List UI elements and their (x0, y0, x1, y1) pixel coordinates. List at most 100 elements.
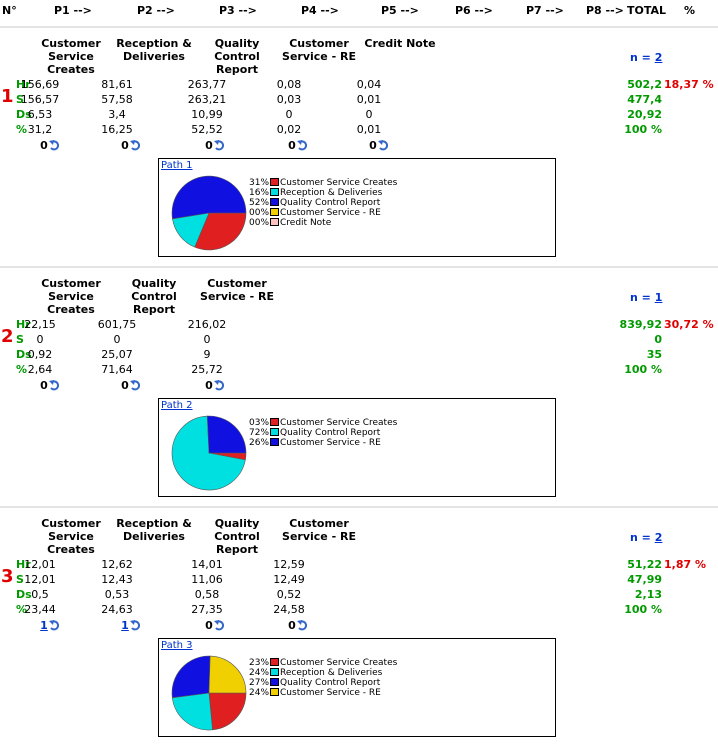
sample-count[interactable]: n = 2 (630, 51, 662, 64)
step-value-pct: 16,25 (101, 123, 133, 136)
step-value-hr: 156,69 (20, 78, 60, 91)
header-step-6: P6 --> (455, 4, 493, 17)
pie-chart-panel: Path 2 03% Customer Service Creates 72% Qual… (158, 398, 556, 497)
legend-swatch (270, 688, 280, 696)
step-value-ds: 0,53 (104, 588, 130, 601)
chart-title-link[interactable]: Path 1 (161, 160, 193, 171)
legend-swatch (270, 668, 280, 676)
legend-percent: 24% (249, 668, 270, 678)
chart-title-link[interactable]: Path 3 (161, 640, 193, 651)
step-return[interactable]: 1 (111, 619, 151, 632)
header-step-1: P1 --> (54, 4, 92, 17)
step-return[interactable]: 0 (30, 379, 70, 392)
step-value-ds: 0,58 (194, 588, 220, 601)
sample-count[interactable]: n = 1 (630, 291, 662, 304)
row-label-hr: Hr (16, 558, 31, 571)
legend-swatch (270, 208, 280, 216)
chart-title-link[interactable]: Path 2 (161, 400, 193, 411)
pie-chart (171, 655, 247, 731)
return-count[interactable]: 1 (121, 619, 129, 632)
step-value-hr: 12,62 (101, 558, 133, 571)
header-percent: % (684, 4, 696, 17)
legend-swatch (270, 178, 280, 186)
legend-item: 27% Quality Control Report (249, 678, 397, 688)
return-count[interactable]: 1 (40, 619, 48, 632)
step-return[interactable]: 0 (278, 619, 318, 632)
legend-percent: 03% (249, 418, 270, 428)
step-value-s: 12,01 (24, 573, 56, 586)
step-value-hr: 601,75 (97, 318, 137, 331)
header-step-2: P2 --> (137, 4, 175, 17)
sample-count-label: n = (630, 51, 655, 64)
legend-swatch (270, 188, 280, 196)
return-count[interactable]: 0 (40, 379, 48, 392)
legend-swatch (270, 428, 280, 436)
return-count[interactable]: 0 (205, 139, 213, 152)
sample-count-label: n = (630, 531, 655, 544)
row-label-pct: % (16, 363, 28, 376)
total-ds: 20,92 (627, 108, 662, 121)
return-count[interactable]: 0 (205, 379, 213, 392)
row-label-ds: Ds (16, 108, 32, 121)
pie-slice (194, 212, 247, 251)
section-divider (0, 26, 718, 28)
step-return[interactable]: 1 (30, 619, 70, 632)
return-count[interactable]: 0 (288, 139, 296, 152)
path-share: 1,87 % (664, 558, 706, 571)
total-hr: 502,2 (627, 78, 662, 91)
step-return[interactable]: 0 (111, 139, 151, 152)
step-value-s: 0 (203, 333, 211, 346)
legend-item: 31% Customer Service Creates (249, 178, 397, 188)
legend-label: Quality Control Report (280, 678, 381, 688)
legend-percent: 16% (249, 188, 270, 198)
header-step-3: P3 --> (219, 4, 257, 17)
legend-label: Quality Control Report (280, 198, 381, 208)
step-return[interactable]: 0 (359, 139, 399, 152)
legend-percent: 27% (249, 678, 270, 688)
legend-item: 24% Reception & Deliveries (249, 668, 397, 678)
return-count[interactable]: 0 (205, 619, 213, 632)
legend-swatch (270, 198, 280, 206)
sample-count[interactable]: n = 2 (630, 531, 662, 544)
step-value-pct: 27,35 (191, 603, 223, 616)
sample-count-link[interactable]: 1 (654, 291, 663, 304)
step-value-ds: 0,5 (31, 588, 49, 601)
legend-item: 26% Customer Service - RE (249, 438, 397, 448)
return-count[interactable]: 0 (40, 139, 48, 152)
legend-percent: 52% (249, 198, 270, 208)
step-return[interactable]: 0 (195, 139, 235, 152)
return-count[interactable]: 0 (369, 139, 377, 152)
return-arrow-icon (48, 140, 59, 151)
path-number: 2 (1, 326, 14, 347)
header-step-5: P5 --> (381, 4, 419, 17)
step-return[interactable]: 0 (111, 379, 151, 392)
step-heading: Customer Service - RE (282, 517, 356, 543)
return-arrow-icon (129, 140, 140, 151)
path-number: 3 (1, 566, 14, 587)
return-count[interactable]: 0 (288, 619, 296, 632)
step-value-ds: 9 (203, 348, 211, 361)
path-number: 1 (1, 86, 14, 107)
sample-count-link[interactable]: 2 (654, 531, 663, 544)
step-value-pct: 71,64 (101, 363, 133, 376)
step-value-s: 0,03 (276, 93, 302, 106)
legend-percent: 31% (249, 178, 270, 188)
sample-count-link[interactable]: 2 (654, 51, 663, 64)
step-return[interactable]: 0 (278, 139, 318, 152)
step-value-s: 12,49 (273, 573, 305, 586)
legend-label: Customer Service Creates (280, 418, 398, 428)
legend-percent: 24% (249, 688, 270, 698)
legend-label: Customer Service Creates (280, 658, 398, 668)
return-count[interactable]: 0 (121, 379, 129, 392)
step-value-ds: 6,53 (27, 108, 53, 121)
step-return[interactable]: 0 (30, 139, 70, 152)
row-label-hr: Hr (16, 78, 31, 91)
step-value-pct: 0,02 (276, 123, 302, 136)
total-pct: 100 % (624, 123, 662, 136)
step-return[interactable]: 0 (195, 379, 235, 392)
return-count[interactable]: 0 (121, 139, 129, 152)
step-value-pct: 0,01 (356, 123, 382, 136)
return-arrow-icon (296, 620, 307, 631)
step-return[interactable]: 0 (195, 619, 235, 632)
row-label-s: S (16, 93, 24, 106)
